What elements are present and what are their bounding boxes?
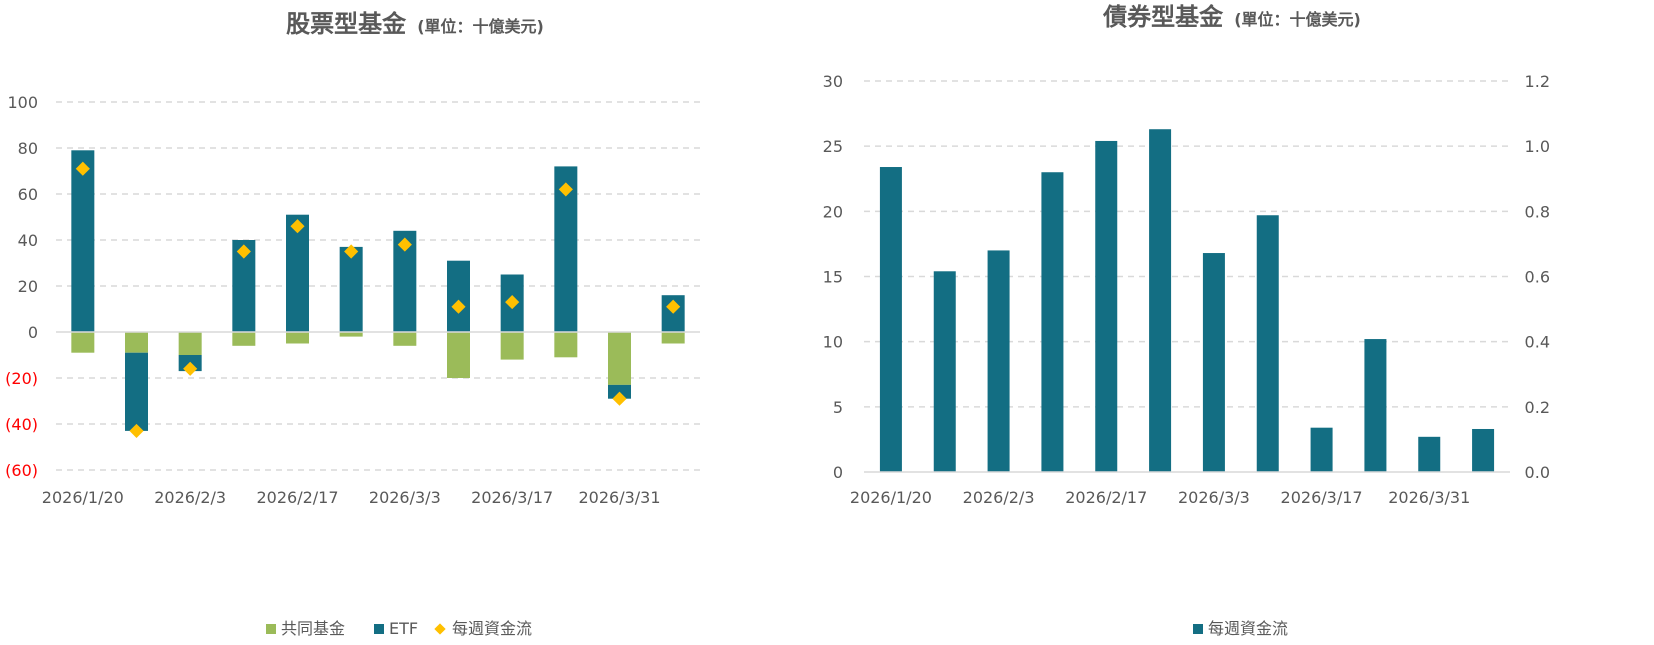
x-tick-label: 2026/3/31 bbox=[1388, 488, 1470, 507]
x-tick-label: 2026/2/17 bbox=[1065, 488, 1147, 507]
bond-legend: 每週資金流 bbox=[1193, 619, 1288, 638]
legend-label-weekly-flow: 每週資金流 bbox=[452, 619, 532, 638]
bond-flow-bar bbox=[987, 250, 1010, 472]
etf-bar bbox=[232, 240, 256, 332]
mutual-fund-bar bbox=[393, 332, 417, 346]
weekly-flow-marker bbox=[397, 237, 412, 252]
etf-bar bbox=[339, 246, 363, 332]
y-tick-label: 60 bbox=[18, 185, 38, 204]
legend-marker-weekly-flow bbox=[434, 623, 446, 635]
mutual-fund-bar bbox=[339, 332, 363, 337]
y-tick-label: 100 bbox=[7, 93, 38, 112]
bond-flow-bar bbox=[1202, 253, 1225, 472]
x-tick-label: 2026/3/3 bbox=[369, 488, 441, 507]
y-tick-label: 30 bbox=[823, 72, 843, 91]
bond-flow-bar bbox=[1095, 140, 1118, 472]
legend-swatch-etf bbox=[374, 624, 384, 634]
weekly-flow-marker bbox=[129, 423, 144, 438]
equity-legend: 共同基金 ETF 每週資金流 bbox=[266, 619, 532, 638]
bond-chart-title: 債券型基金 (單位：十億美元) bbox=[1102, 3, 1361, 31]
x-tick-label: 2026/2/3 bbox=[154, 488, 226, 507]
mutual-fund-bar bbox=[178, 332, 202, 355]
y2-tick-label: 0.8 bbox=[1525, 202, 1550, 221]
legend-label-etf: ETF bbox=[389, 619, 418, 638]
x-tick-label: 2026/3/31 bbox=[578, 488, 660, 507]
y2-tick-label: 0.0 bbox=[1525, 463, 1550, 482]
x-tick-label: 2026/3/17 bbox=[471, 488, 553, 507]
y-tick-label: (60) bbox=[5, 461, 38, 480]
bond-flow-bar bbox=[1041, 172, 1064, 472]
y-tick-label: 40 bbox=[18, 231, 38, 250]
mutual-fund-bar bbox=[661, 332, 685, 344]
y2-tick-label: 0.2 bbox=[1525, 398, 1550, 417]
weekly-flow-marker bbox=[183, 361, 198, 376]
bond-flow-bar bbox=[1364, 339, 1387, 472]
y2-tick-label: 1.2 bbox=[1525, 72, 1550, 91]
equity-fund-chart: 100 80 60 40 20 0 (20) (40) (60)2026/1/20 2026/2/… bbox=[5, 93, 700, 507]
legend-swatch-bond-weekly-flow bbox=[1193, 624, 1203, 634]
y-tick-label: 25 bbox=[823, 137, 843, 156]
legend-label-bond-weekly-flow: 每週資金流 bbox=[1208, 619, 1288, 638]
y-tick-label: 5 bbox=[833, 398, 843, 417]
mutual-fund-bar bbox=[71, 332, 95, 353]
mutual-fund-bar bbox=[447, 332, 470, 378]
y-tick-label: 20 bbox=[18, 277, 38, 296]
x-tick-label: 2026/3/3 bbox=[1178, 488, 1250, 507]
mutual-fund-bar bbox=[232, 332, 256, 346]
mutual-fund-bar bbox=[286, 332, 309, 344]
y-tick-label: (40) bbox=[5, 415, 38, 434]
x-tick-label: 2026/3/17 bbox=[1281, 488, 1363, 507]
y-tick-label: (20) bbox=[5, 369, 38, 388]
y2-tick-label: 1.0 bbox=[1525, 137, 1550, 156]
x-tick-label: 2026/1/20 bbox=[42, 488, 124, 507]
y2-tick-label: 0.6 bbox=[1525, 268, 1550, 287]
bond-flow-bar bbox=[1472, 428, 1495, 472]
etf-bar bbox=[447, 260, 470, 332]
bond-flow-bar bbox=[1256, 215, 1279, 472]
etf-bar bbox=[554, 166, 578, 332]
y-tick-label: 15 bbox=[823, 268, 843, 287]
x-tick-label: 2026/1/20 bbox=[850, 488, 932, 507]
etf-bar bbox=[71, 150, 95, 332]
mutual-fund-bar bbox=[125, 332, 148, 353]
etf-bar bbox=[286, 214, 309, 332]
mutual-fund-bar bbox=[500, 332, 524, 360]
weekly-flow-marker bbox=[344, 244, 359, 259]
y-tick-label: 80 bbox=[18, 139, 38, 158]
y-tick-label: 0 bbox=[28, 323, 38, 342]
equity-chart-title: 股票型基金 (單位：十億美元) bbox=[286, 10, 544, 38]
weekly-flow-marker bbox=[451, 299, 466, 314]
x-tick-label: 2026/2/3 bbox=[963, 488, 1035, 507]
mutual-fund-bar bbox=[554, 332, 578, 358]
weekly-flow-marker bbox=[666, 299, 681, 314]
bond-flow-bar bbox=[1310, 427, 1333, 472]
y-tick-label: 10 bbox=[823, 333, 843, 352]
etf-bar bbox=[125, 352, 148, 431]
bond-flow-bar bbox=[1149, 129, 1172, 472]
y-tick-label: 20 bbox=[823, 202, 843, 221]
bond-flow-bar bbox=[1418, 436, 1441, 472]
bond-flow-bar bbox=[933, 271, 956, 472]
weekly-flow-marker bbox=[558, 182, 573, 197]
legend-swatch-mutual bbox=[266, 624, 276, 634]
y2-tick-label: 0.4 bbox=[1525, 333, 1550, 352]
weekly-flow-marker bbox=[612, 391, 627, 406]
etf-bar bbox=[393, 230, 417, 332]
bond-fund-chart: 30 25 20 15 10 5 0 1.2 1.0 0.8 0.6 0.4 0.2 0.0 2026/1/… bbox=[823, 72, 1550, 507]
weekly-flow-marker bbox=[290, 219, 305, 234]
legend-label-mutual: 共同基金 bbox=[281, 619, 345, 638]
mutual-fund-bar bbox=[608, 332, 631, 385]
y-tick-label: 0 bbox=[833, 463, 843, 482]
x-tick-label: 2026/2/17 bbox=[256, 488, 338, 507]
weekly-flow-marker bbox=[236, 244, 251, 259]
bond-flow-bar bbox=[879, 167, 902, 472]
